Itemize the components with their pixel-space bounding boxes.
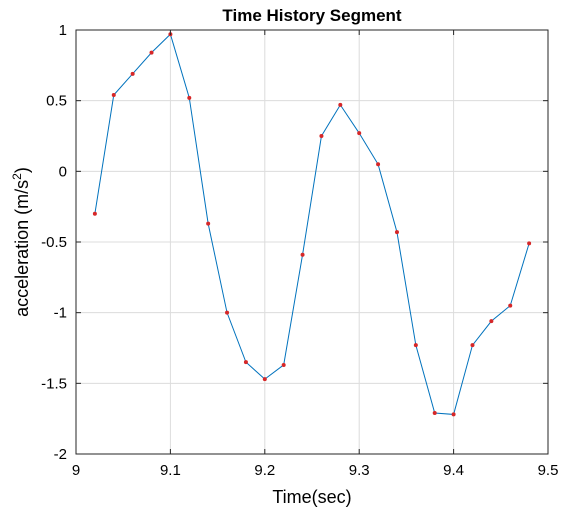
data-point (111, 93, 116, 98)
data-point (394, 230, 399, 235)
x-tick-label: 9 (72, 462, 80, 479)
x-axis-label: Time(sec) (272, 487, 351, 507)
x-tick-label: 9.5 (538, 462, 559, 479)
y-tick-label: 1 (59, 22, 67, 39)
grid (75, 29, 549, 455)
data-point (92, 211, 97, 216)
data-point (451, 412, 456, 417)
data-point (508, 303, 513, 308)
y-axis-label-main: acceleration (m/s (12, 180, 32, 317)
y-axis-label: acceleration (m/s2) (10, 167, 32, 317)
y-tick-label: -1.5 (41, 375, 67, 392)
series-line (94, 33, 530, 415)
data-point (338, 102, 343, 107)
x-tick-label: 9.3 (349, 462, 370, 479)
data-point (225, 310, 230, 315)
data-point (413, 343, 418, 348)
data-point (149, 50, 154, 55)
data-point (243, 360, 248, 365)
ticks: 9 9.1 9.2 9.3 9.4 9.5 1 0.5 0 -0.5 -1 -1.5 -2 (41, 22, 558, 479)
data-point (262, 377, 267, 382)
data-point (470, 343, 475, 348)
y-tick-label: -2 (54, 446, 67, 463)
y-tick-label: -0.5 (41, 234, 67, 251)
y-axis-label-superscript: 2 (10, 173, 24, 180)
data-point (527, 241, 532, 246)
data-point (130, 71, 135, 76)
y-tick-label: 0.5 (46, 93, 67, 110)
data-point (432, 411, 437, 416)
x-tick-label: 9.4 (443, 462, 464, 479)
y-tick-label: 0 (59, 163, 67, 180)
data-point (357, 131, 362, 136)
data-point (376, 162, 381, 167)
y-tick-label: -1 (54, 305, 67, 322)
data-point (206, 221, 211, 226)
chart-title: Time History Segment (222, 6, 402, 25)
data-point (489, 319, 494, 324)
y-axis-label-close: ) (12, 167, 32, 173)
data-point (300, 252, 305, 257)
series-group (92, 32, 532, 417)
data-point (187, 95, 192, 100)
x-tick-label: 9.1 (160, 462, 181, 479)
data-point (281, 362, 286, 367)
data-point (319, 134, 324, 138)
x-tick-label: 9.2 (254, 462, 275, 479)
